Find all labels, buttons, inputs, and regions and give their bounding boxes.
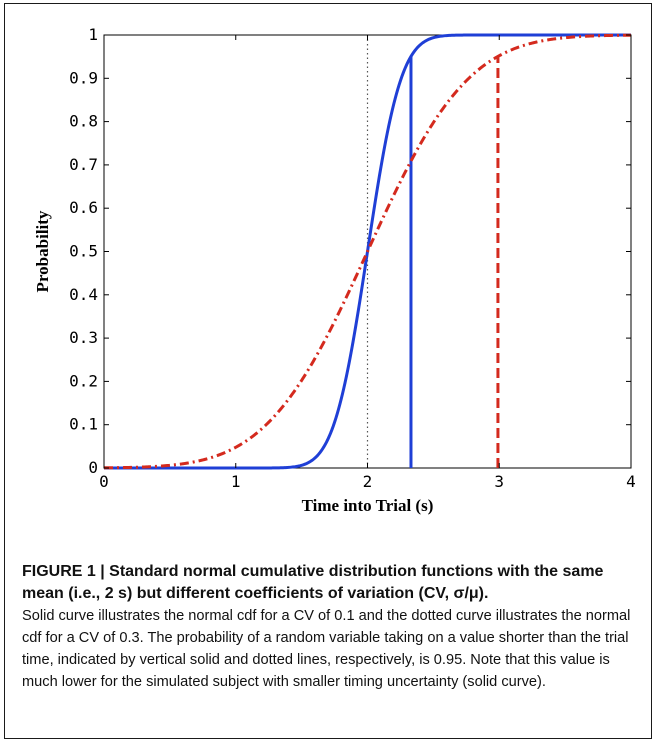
x-tick-label: 1	[231, 472, 241, 491]
figure-caption: FIGURE 1 | Standard normal cumulative di…	[22, 561, 642, 693]
y-tick-label: 0.8	[69, 112, 98, 131]
y-tick-label: 0.4	[69, 285, 98, 304]
y-tick-label: 0.5	[69, 242, 98, 261]
x-tick-label: 4	[626, 472, 636, 491]
y-tick-label: 0.7	[69, 155, 98, 174]
y-tick-label: 0.9	[69, 68, 98, 87]
y-tick-label: 0	[88, 458, 98, 477]
cdf-curve-2	[103, 33, 632, 470]
x-tick-label: 0	[99, 472, 109, 491]
x-axis-title: Time into Trial (s)	[302, 496, 434, 515]
x-tick-label: 3	[494, 472, 504, 491]
y-tick-label: 1	[88, 25, 98, 44]
figure-frame	[4, 3, 652, 739]
y-tick-label: 0.2	[69, 371, 98, 390]
cdf-chart: 0 1 2 3 4 0 0.1 0.2 0.3 0.4 0.5 0.6 0.7 0.8 0.9 1 Time …	[33, 25, 636, 515]
y-axis-title: Probability	[33, 210, 52, 292]
y-tick-label: 0.3	[69, 328, 98, 347]
caption-title: FIGURE 1 | Standard normal cumulative di…	[22, 563, 604, 602]
y-tick-label: 0.6	[69, 198, 98, 217]
y-tick-label: 0.1	[69, 415, 98, 434]
caption-body: Solid curve illustrates the normal cdf f…	[22, 608, 631, 690]
x-tick-label: 2	[363, 472, 373, 491]
